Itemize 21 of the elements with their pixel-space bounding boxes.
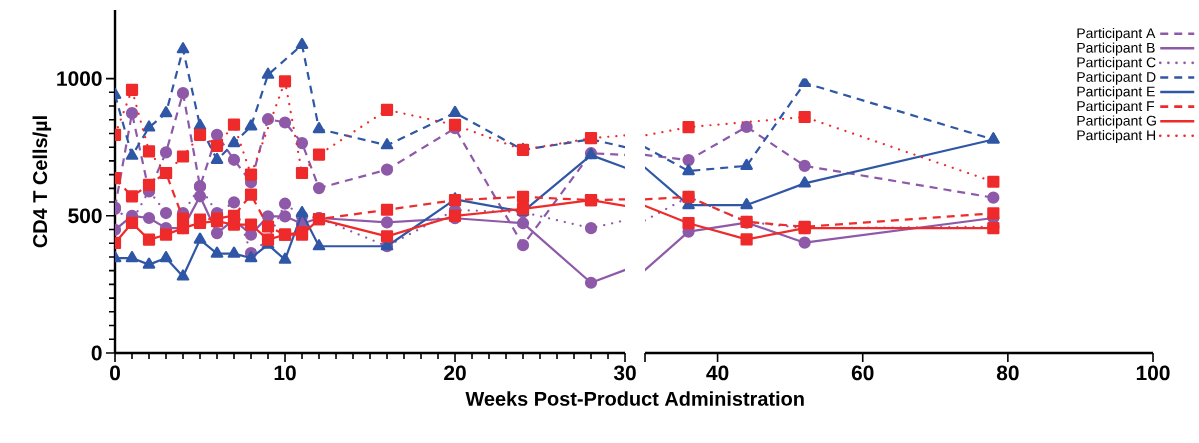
y-tick-label: 500	[68, 208, 102, 224]
y-tick-label: 1000	[57, 71, 102, 86]
legend-label: Participant D	[1077, 71, 1156, 85]
x-axis-title: Weeks Post-Product Administration	[465, 391, 804, 406]
x-tick-label: 20	[444, 365, 466, 381]
x-tick-label: 30	[613, 365, 636, 381]
legend-label: Participant A	[1077, 27, 1156, 41]
legend-label: Participant E	[1077, 86, 1155, 100]
x-tick-label: 100	[1136, 365, 1170, 381]
x-tick-label: 80	[996, 365, 1019, 381]
legend-label: Participant G	[1077, 115, 1156, 129]
legend-label: Participant F	[1077, 100, 1155, 114]
x-tick-label: 40	[706, 365, 729, 381]
legend-label: Participant C	[1077, 57, 1156, 71]
y-axis-title: CD4 T Cells/µl	[32, 116, 52, 248]
x-tick-label: 0	[110, 365, 120, 381]
y-tick-label: 0	[91, 345, 102, 361]
legend-label: Participant H	[1077, 129, 1156, 143]
legend-label: Participant B	[1077, 42, 1155, 56]
x-tick-label: 60	[851, 365, 874, 381]
x-tick-label: 10	[274, 365, 296, 381]
